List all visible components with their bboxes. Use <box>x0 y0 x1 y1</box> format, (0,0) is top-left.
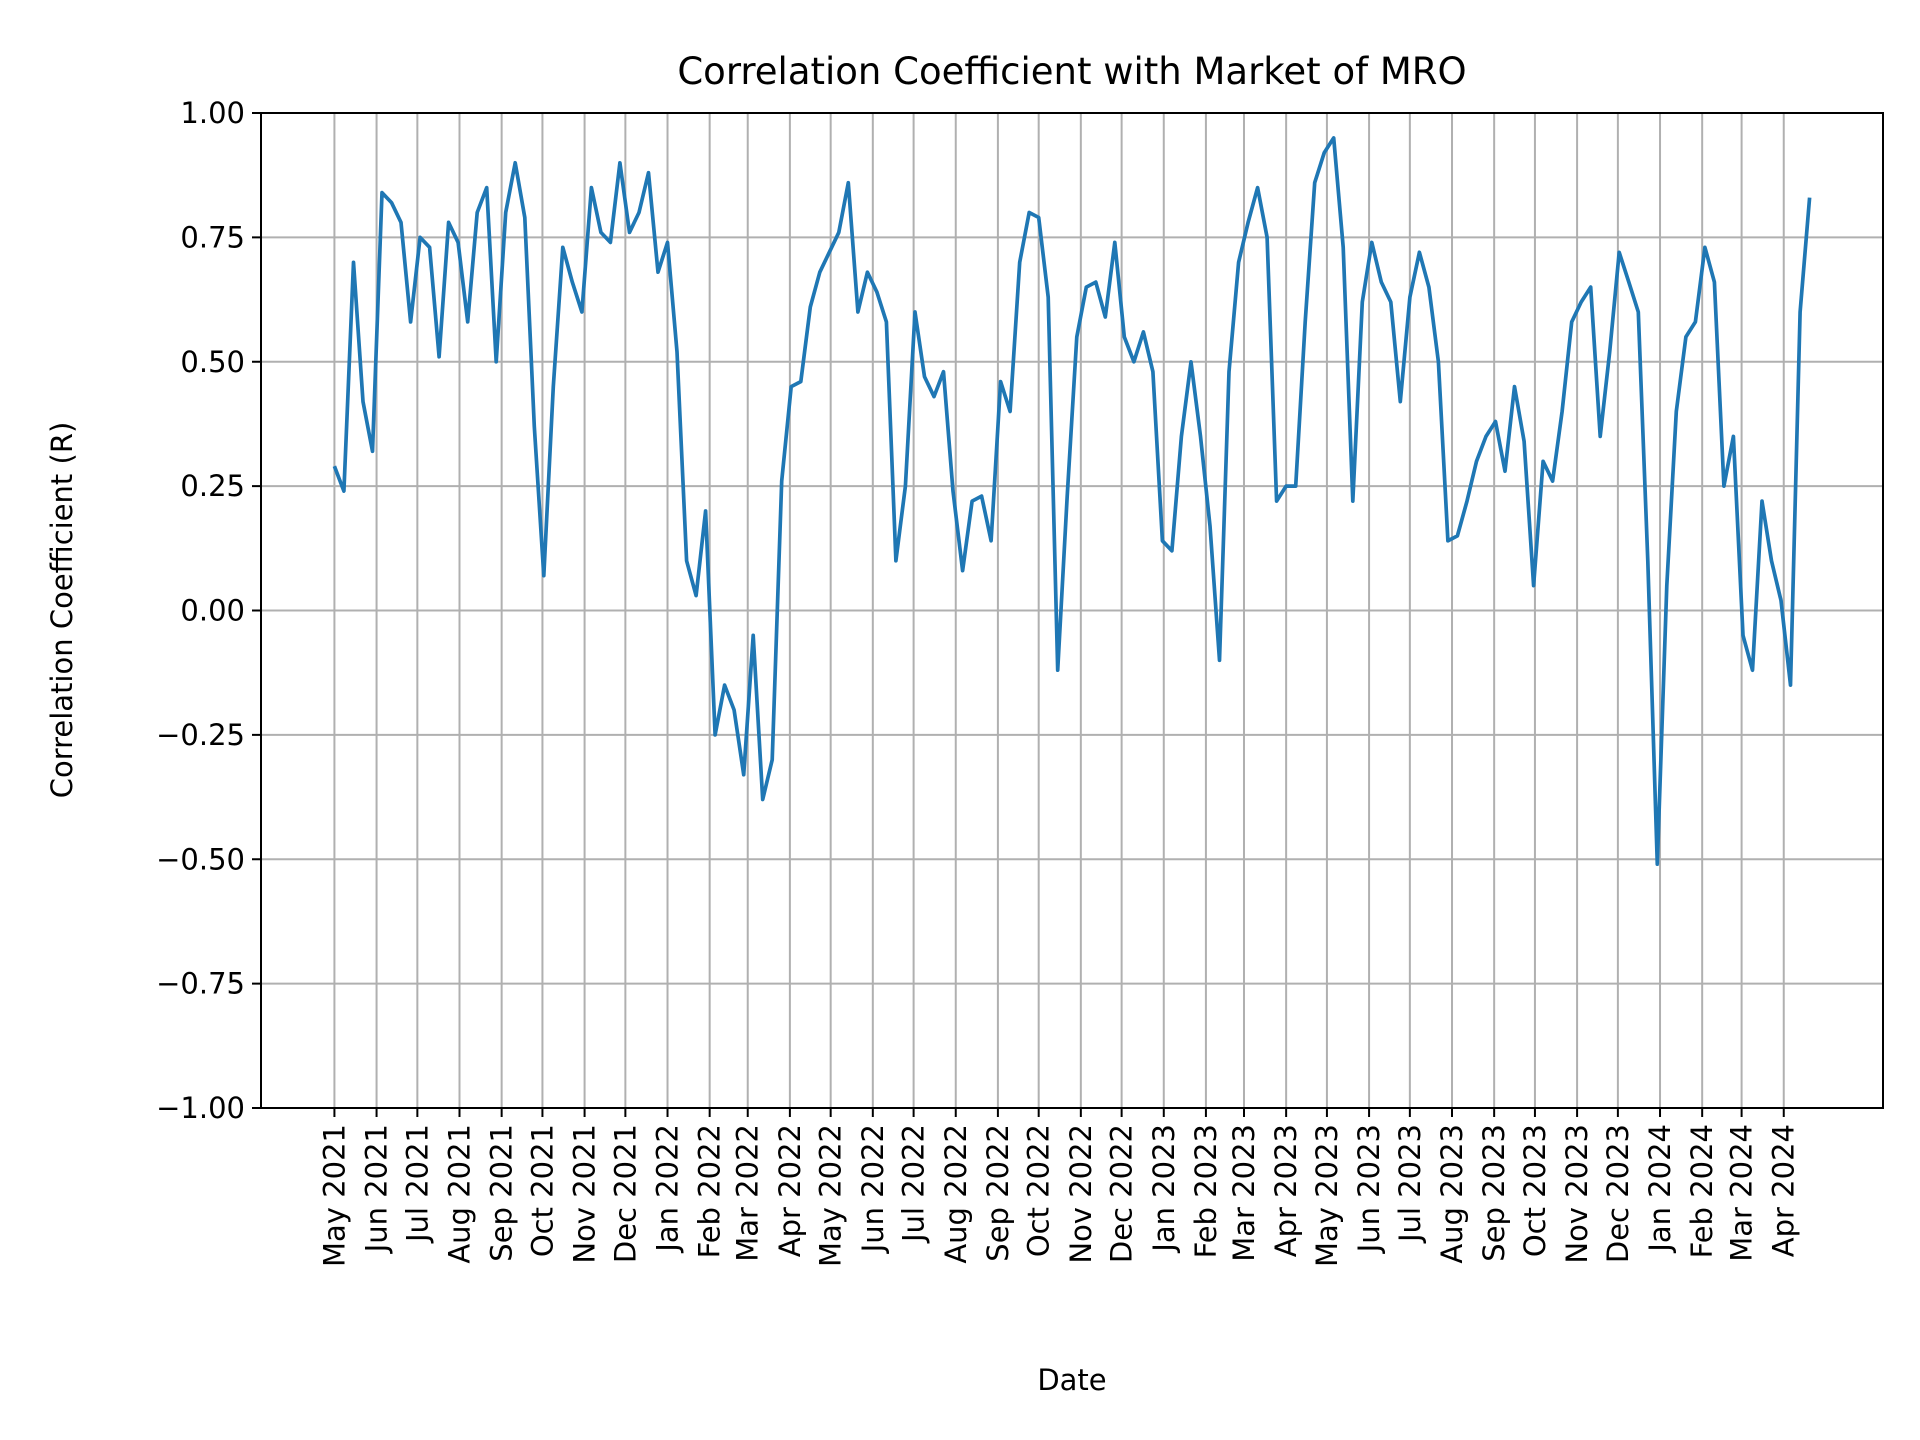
y-tick-label: 0.75 <box>180 220 245 254</box>
x-tick-label: Jan 2022 <box>651 1124 685 1254</box>
x-tick-label: Jul 2022 <box>897 1124 931 1244</box>
x-tick-label: Oct 2023 <box>1518 1124 1552 1257</box>
x-tick-label: Apr 2023 <box>1269 1124 1303 1257</box>
y-tick-label: −1.00 <box>156 1091 245 1125</box>
y-tick-label: 0.50 <box>180 345 245 379</box>
x-tick-label: Sep 2021 <box>485 1124 519 1262</box>
chart-title: Correlation Coefficient with Market of M… <box>677 50 1466 93</box>
y-axis-label: Correlation Coefficient (R) <box>45 422 79 799</box>
x-tick-label: Dec 2021 <box>608 1124 642 1263</box>
y-tick-label: −0.50 <box>156 842 245 876</box>
x-tick-label: Jun 2022 <box>856 1124 890 1254</box>
y-tick-label: −0.25 <box>156 718 245 752</box>
series-layer <box>332 136 1812 867</box>
y-tick-label: 0.25 <box>180 469 245 503</box>
y-axis-ticks: −1.00 −0.75 −0.50 −0.25 0.00 0.25 0.50 0.75 1.00 <box>156 96 261 1125</box>
x-tick-label: Oct 2022 <box>1022 1124 1056 1257</box>
x-tick-label: Jul 2021 <box>400 1124 434 1244</box>
x-tick-label: Jan 2024 <box>1643 1124 1677 1254</box>
x-tick-label: Jul 2023 <box>1393 1124 1427 1244</box>
x-tick-label: May 2023 <box>1310 1124 1344 1267</box>
x-tick-label: Apr 2022 <box>773 1124 807 1257</box>
x-tick-label: Feb 2023 <box>1189 1124 1223 1258</box>
x-tick-label: Aug 2021 <box>443 1124 477 1264</box>
x-tick-label: Apr 2024 <box>1767 1124 1801 1257</box>
x-tick-label: Oct 2021 <box>525 1124 559 1257</box>
x-tick-label: Aug 2022 <box>939 1124 973 1264</box>
series-line <box>332 136 1812 867</box>
y-tick-label: 1.00 <box>180 96 245 130</box>
x-tick-label: Sep 2023 <box>1477 1124 1511 1262</box>
x-tick-label: Feb 2022 <box>693 1124 727 1258</box>
x-tick-label: Jun 2023 <box>1352 1124 1386 1254</box>
x-tick-label: Nov 2022 <box>1064 1124 1098 1264</box>
x-tick-label: Mar 2024 <box>1725 1124 1759 1262</box>
x-tick-label: Jan 2023 <box>1147 1124 1181 1254</box>
x-axis-ticks: May 2021 Jun 2021 Jul 2021 Aug 2021 Sep 2021… <box>317 1108 1801 1267</box>
x-tick-label: May 2021 <box>317 1124 351 1267</box>
y-tick-label: 0.00 <box>180 594 245 628</box>
x-tick-label: May 2022 <box>814 1124 848 1267</box>
x-tick-label: Dec 2022 <box>1105 1124 1139 1263</box>
x-tick-label: Nov 2023 <box>1560 1124 1594 1264</box>
x-tick-label: Aug 2023 <box>1435 1124 1469 1264</box>
x-tick-label: Dec 2023 <box>1601 1124 1635 1263</box>
x-tick-label: Mar 2022 <box>731 1124 765 1262</box>
x-tick-label: Feb 2024 <box>1685 1124 1719 1258</box>
x-tick-label: Nov 2021 <box>568 1124 602 1264</box>
x-axis-label: Date <box>1037 1363 1106 1397</box>
x-tick-label: Mar 2023 <box>1227 1124 1261 1262</box>
x-tick-label: Jun 2021 <box>360 1124 394 1254</box>
x-tick-label: Sep 2022 <box>981 1124 1015 1262</box>
y-tick-label: −0.75 <box>156 967 245 1001</box>
